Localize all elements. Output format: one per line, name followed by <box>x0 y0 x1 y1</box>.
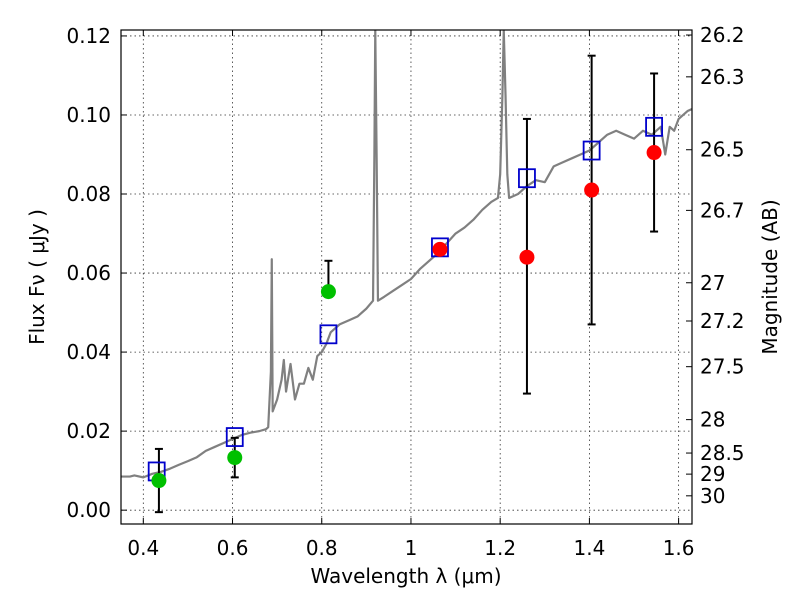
flux-point-3-3 <box>646 145 662 161</box>
model-photometry-square-5 <box>582 140 601 161</box>
y-tick-labels: 0.00 0.02 0.04 0.06 0.08 0.10 0.12 <box>66 24 111 522</box>
data-markers <box>147 116 663 489</box>
magnitude-tick-label: 26.5 <box>700 138 745 162</box>
spectrum-line <box>121 30 692 479</box>
y-axis-label: Flux Fν ( μJy ) <box>25 209 49 345</box>
model-photometry-square-1 <box>225 427 244 447</box>
magnitude-tick-label: 27 <box>700 271 725 295</box>
x-tick-label: 0.4 <box>127 536 159 560</box>
axis-ticks <box>121 30 692 524</box>
y-tick-label: 0.00 <box>66 498 111 522</box>
y-tick-label: 0.08 <box>66 182 111 206</box>
magnitude-tick-label: 28.5 <box>700 441 745 465</box>
magnitude-tick-label: 30 <box>700 484 725 508</box>
magnitude-tick-label: 26.3 <box>700 65 745 89</box>
flux-point-2-2 <box>320 284 336 300</box>
flux-point-3-0 <box>432 241 448 257</box>
flux-point-2-0 <box>151 473 167 489</box>
plot-frame <box>120 29 693 525</box>
x-tick-labels: 0.4 0.6 0.8 1 1.2 1.4 1.6 <box>127 536 694 560</box>
x-tick-label: 1.2 <box>484 536 516 560</box>
magnitude-tick-label: 26.7 <box>700 198 745 222</box>
x-tick-label: 1.4 <box>573 536 605 560</box>
magnitude-tick-label: 29 <box>700 462 725 486</box>
y-tick-label: 0.12 <box>66 24 111 48</box>
flux-point-3-2 <box>584 182 600 198</box>
magnitude-tick-label: 27.2 <box>700 309 745 333</box>
y-tick-label: 0.10 <box>66 103 111 127</box>
x-tick-label: 1 <box>405 536 418 560</box>
x-tick-label: 1.6 <box>663 536 695 560</box>
y-tick-label: 0.04 <box>66 340 111 364</box>
magnitude-tick-label: 27.5 <box>700 355 745 379</box>
model-photometry-square-2 <box>319 324 338 345</box>
x-tick-label: 0.6 <box>217 536 249 560</box>
flux-point-3-1 <box>519 249 535 265</box>
magnitude-tick-label: 26.2 <box>700 23 745 47</box>
model-photometry-square-6 <box>645 116 663 137</box>
grid-lines <box>121 30 692 524</box>
x-axis-label: Wavelength λ (μm) <box>310 564 501 588</box>
magnitude-tick-label: 28 <box>700 408 725 432</box>
model-photometry-square-4 <box>518 168 536 189</box>
x-tick-label: 0.8 <box>306 536 338 560</box>
flux-point-2-1 <box>227 450 243 466</box>
y-tick-label: 0.06 <box>66 261 111 285</box>
spectrum-series <box>121 30 692 479</box>
magnitude-axis-label: Magnitude (AB) <box>758 199 782 354</box>
y-tick-label: 0.02 <box>66 419 111 443</box>
